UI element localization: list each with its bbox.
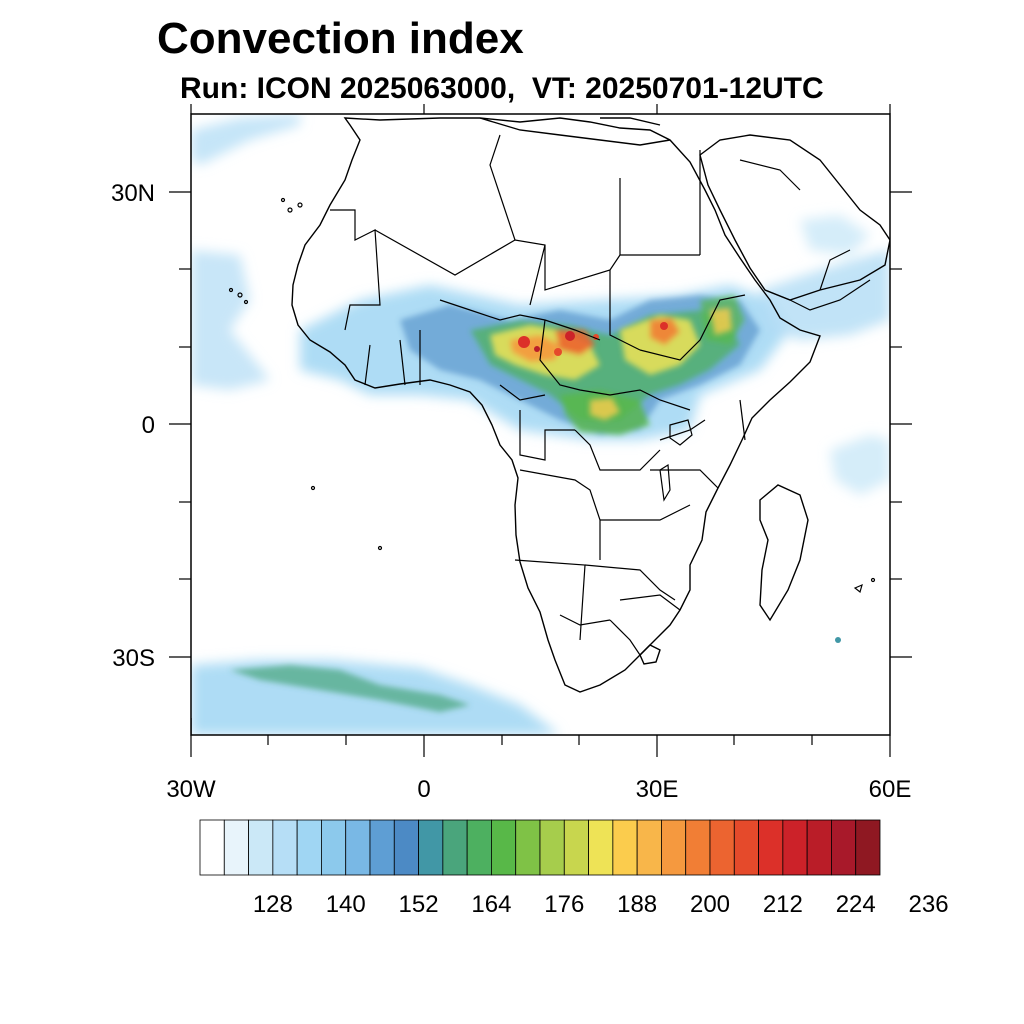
axis-ticks (169, 104, 912, 757)
colorbar-swatch (515, 819, 541, 876)
lat-label-0: 0 (142, 412, 155, 439)
colorbar-swatch (685, 819, 711, 876)
colorbar-swatch (442, 819, 468, 876)
country-borders (330, 134, 871, 656)
chart-subtitle: Run: ICON 2025063000, VT: 20250701-12UTC (180, 72, 824, 105)
colorbar-swatch (563, 819, 589, 876)
colorbar-labels: 128 140 152 164 176 188 200 212 224 236 (253, 891, 949, 918)
colorbar-tick-label: 224 (836, 891, 876, 918)
chart-title: Convection index (157, 14, 524, 63)
colorbar-swatch (636, 819, 662, 876)
colorbar-swatch (199, 819, 225, 876)
colorbar-swatch (588, 819, 614, 876)
colorbar-tick-label: 236 (909, 891, 949, 918)
colorbar-swatch (369, 819, 395, 876)
colorbar-swatch (491, 819, 517, 876)
colorbar (199, 819, 881, 876)
colorbar-swatch (296, 819, 322, 876)
colorbar-swatch (806, 819, 832, 876)
colorbar-swatch (345, 819, 371, 876)
islands (228, 197, 876, 594)
colorbar-swatch (466, 819, 492, 876)
colorbar-swatch (855, 819, 881, 876)
colorbar-swatch (733, 819, 759, 876)
colorbar-swatch (272, 819, 298, 876)
colorbar-swatch (223, 819, 249, 876)
lon-label-30e: 30E (636, 776, 679, 803)
colorbar-swatch (661, 819, 687, 876)
coastline-africa (191, 117, 890, 735)
colorbar-swatch (393, 819, 419, 876)
colorbar-swatch (709, 819, 735, 876)
lat-label-30n: 30N (111, 180, 155, 207)
map-area (191, 114, 890, 735)
lakes (659, 419, 693, 502)
colorbar-swatch (612, 819, 638, 876)
colorbar-tick-label: 176 (544, 891, 584, 918)
colorbar-tick-label: 140 (326, 891, 366, 918)
convection-field (191, 114, 890, 735)
colorbar-swatch (831, 819, 857, 876)
colorbar-swatch (321, 819, 347, 876)
lat-label-30s: 30S (112, 645, 155, 672)
colorbar-tick-label: 188 (617, 891, 657, 918)
colorbar-tick-label: 212 (763, 891, 803, 918)
lon-label-30w: 30W (166, 776, 216, 803)
colorbar-swatch (782, 819, 808, 876)
colorbar-tick-label: 152 (399, 891, 439, 918)
lon-label-0: 0 (417, 776, 430, 803)
colorbar-tick-label: 200 (690, 891, 730, 918)
colorbar-tick-label: 128 (253, 891, 293, 918)
colorbar-swatch (758, 819, 784, 876)
convection-peaks (518, 322, 841, 643)
lon-label-60e: 60E (869, 776, 912, 803)
colorbar-swatch (539, 819, 565, 876)
colorbar-swatch (418, 819, 444, 876)
colorbar-swatch (248, 819, 274, 876)
colorbar-tick-label: 164 (471, 891, 511, 918)
